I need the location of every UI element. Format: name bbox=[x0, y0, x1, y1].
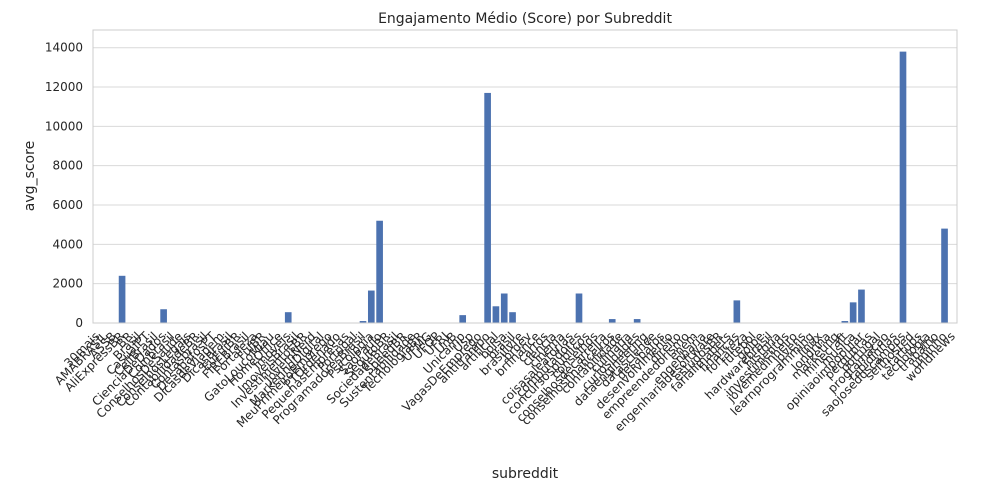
bar bbox=[160, 309, 167, 323]
bar bbox=[376, 220, 383, 323]
chart-title: Engajamento Médio (Score) por Subreddit bbox=[378, 11, 672, 27]
bar bbox=[633, 319, 641, 323]
bar bbox=[899, 51, 907, 324]
plot-frame bbox=[92, 29, 958, 324]
y-tick-label: 2000 bbox=[52, 277, 83, 291]
bar bbox=[858, 289, 865, 323]
bar bbox=[841, 321, 849, 323]
bar bbox=[484, 92, 491, 323]
bar bbox=[359, 321, 367, 323]
bar bbox=[849, 302, 857, 323]
y-tick-label: 10000 bbox=[45, 119, 83, 133]
y-axis-label: avg_score bbox=[22, 141, 38, 211]
y-tick-label: 8000 bbox=[52, 159, 83, 173]
y-tick-label: 14000 bbox=[45, 41, 83, 55]
bar bbox=[459, 315, 467, 323]
bar bbox=[509, 312, 516, 323]
y-tick-label: 0 bbox=[75, 316, 83, 330]
bar bbox=[608, 319, 616, 323]
bar bbox=[492, 306, 500, 323]
bar bbox=[575, 293, 583, 323]
bar bbox=[500, 293, 508, 323]
bar bbox=[118, 275, 126, 323]
bar bbox=[941, 228, 948, 323]
y-tick-label: 12000 bbox=[45, 80, 83, 94]
bar bbox=[733, 300, 741, 323]
bar bbox=[367, 290, 375, 323]
y-tick-label: 6000 bbox=[52, 198, 83, 212]
bar bbox=[284, 312, 292, 323]
x-axis-label: subreddit bbox=[492, 466, 559, 482]
y-tick-label: 4000 bbox=[52, 237, 83, 251]
